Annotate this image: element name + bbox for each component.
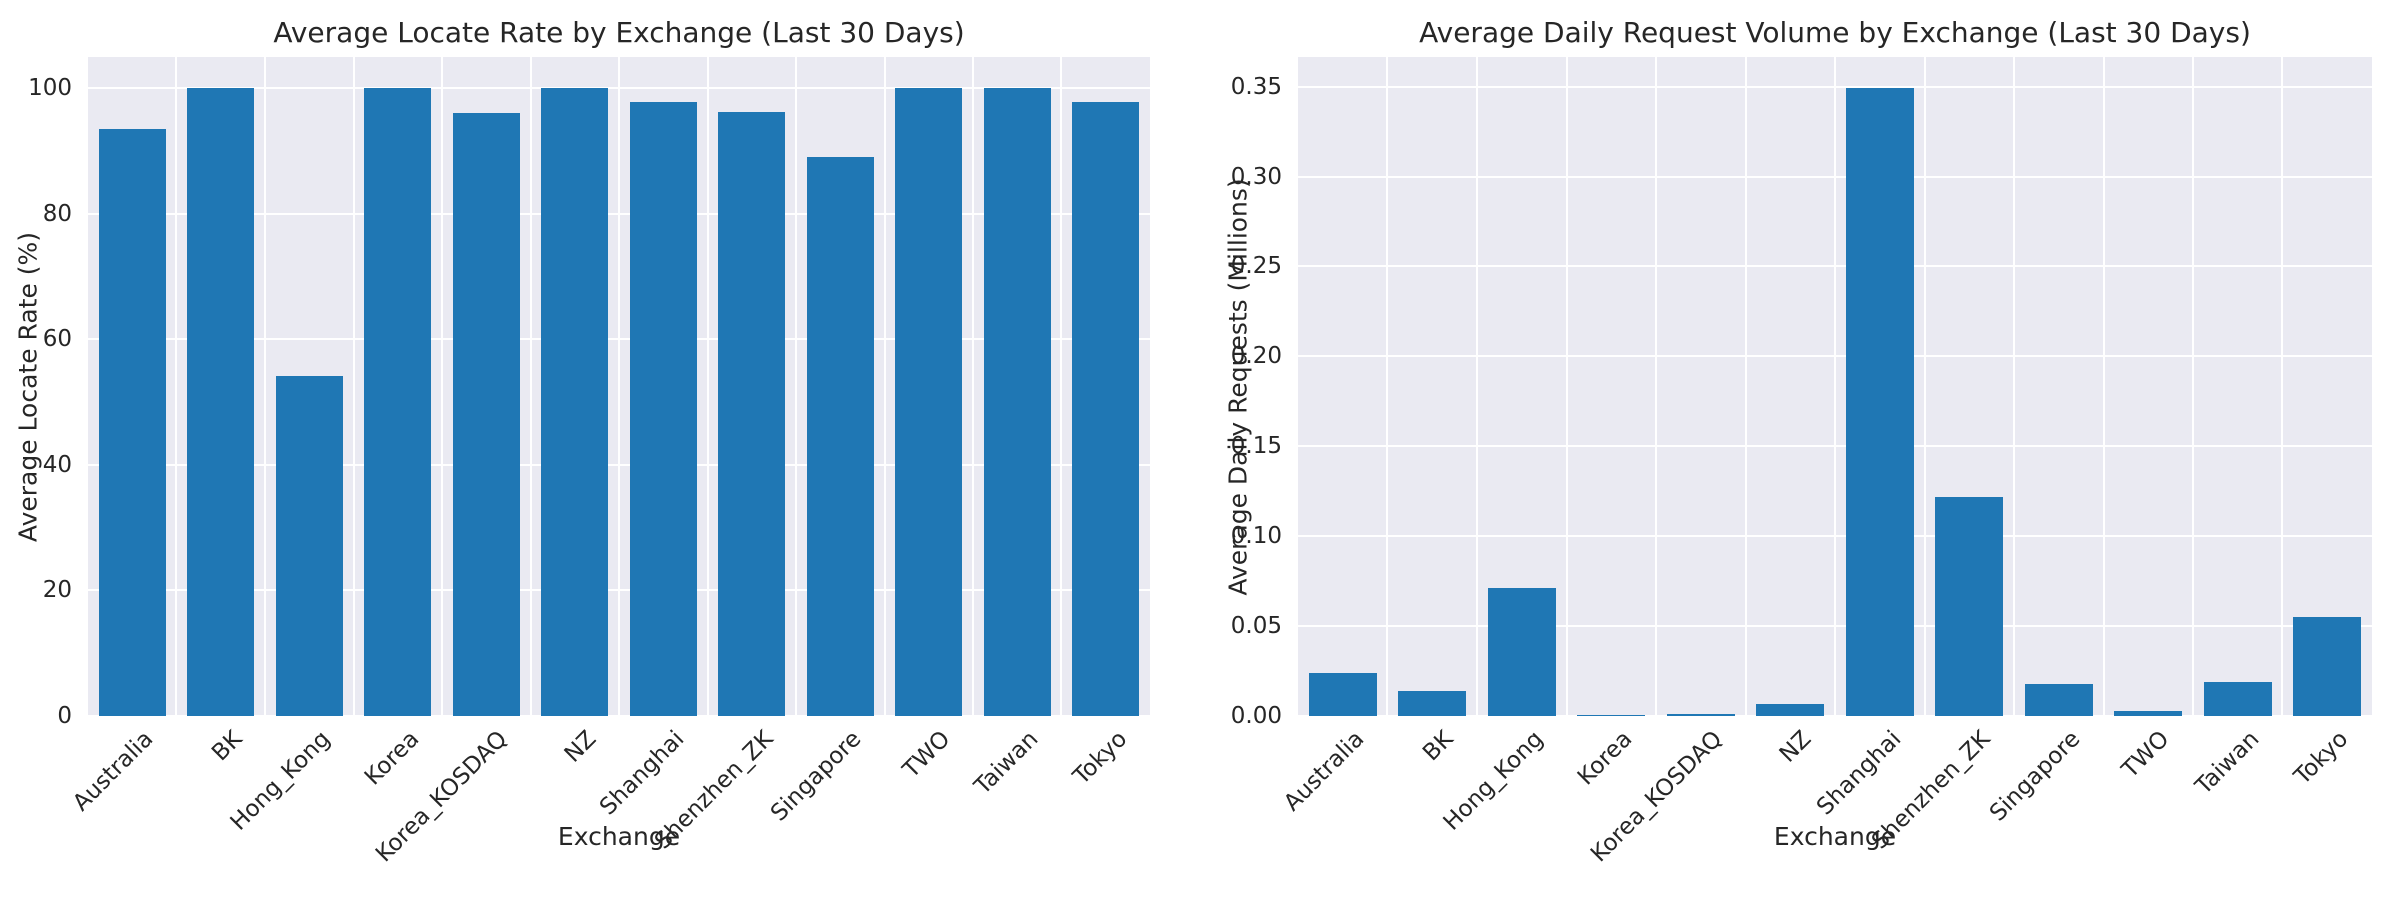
vertical-gridline [1654, 57, 1657, 716]
plot-area: 0.00 0.05 0.10 0.15 0.20 0.25 0.30 0.35 Australi… [1231, 57, 2372, 867]
bar-Korea_KOSDAQ [452, 112, 520, 716]
y-tick-label: 0.20 [1230, 343, 1282, 370]
x-tick-label: Singapore [1984, 726, 2086, 827]
bar-Shenzhen_ZK [718, 111, 786, 716]
vertical-gridline [1744, 57, 1747, 716]
bar-NZ [1756, 704, 1825, 716]
y-tick-label: 0.30 [1230, 163, 1282, 190]
bar-TWO [895, 88, 963, 716]
y-tick-label: 0.35 [1230, 73, 1282, 100]
y-tick-label: 0.25 [1230, 253, 1282, 280]
vertical-gridline [618, 57, 620, 716]
vertical-gridline [529, 57, 532, 716]
horizontal-gridline [1298, 715, 2372, 717]
vertical-gridline [1386, 57, 1389, 716]
vertical-gridline [2192, 57, 2194, 716]
bar-Taiwan [2203, 681, 2272, 716]
y-tick-label: 0 [57, 703, 72, 729]
x-tick-label: Tokyo [2289, 726, 2354, 790]
bar-Australia [1308, 672, 1377, 716]
y-tick-label: 40 [42, 451, 72, 478]
vertical-gridline [1565, 57, 1568, 716]
bar-Singapore [806, 157, 874, 716]
bar-BK [187, 88, 255, 716]
vertical-gridline [972, 57, 974, 716]
y-tick-label: 0.15 [1230, 433, 1282, 460]
x-tick-label: TWO [2117, 726, 2175, 784]
bar-Korea [1577, 714, 1646, 716]
vertical-gridline [706, 57, 709, 716]
vertical-gridline [1834, 57, 1836, 716]
bar-BK [1398, 690, 1467, 716]
x-axis-label: Exchange [1773, 822, 1897, 851]
x-tick-label: NZ [1774, 726, 1817, 768]
y-tick-label: 0.05 [1230, 613, 1282, 640]
bar-Shenzhen_ZK [1935, 496, 2004, 716]
y-tick-label: 80 [42, 200, 72, 227]
bar-Shanghai [629, 101, 697, 716]
bar-Tokyo [1072, 101, 1140, 716]
y-tick-label: 60 [42, 326, 72, 353]
y-tick-label: 100 [28, 75, 72, 102]
y-tick-label: 20 [42, 577, 72, 604]
bar-Korea [364, 88, 432, 716]
x-tick-label: Korea [1573, 726, 1638, 791]
bar-Hong_Kong [1487, 588, 1556, 716]
bar-Korea_KOSDAQ [1666, 713, 1735, 716]
vertical-gridline [440, 57, 443, 716]
vertical-gridline [794, 57, 797, 716]
x-tick-label: BK [1418, 726, 1459, 767]
horizontal-gridline [88, 715, 1150, 717]
chart-title: Average Locate Rate by Exchange (Last 30… [273, 16, 965, 49]
bar-Taiwan [983, 88, 1051, 716]
plot-area: 0 20 40 60 80 100 Australia BK Hong_Kong Korea Kor… [28, 57, 1150, 867]
vertical-gridline [883, 57, 886, 716]
x-tick-label: Australia [1278, 726, 1370, 817]
vertical-gridline [263, 57, 266, 716]
vertical-gridline [1923, 57, 1926, 716]
x-tick-label: Shanghai [1811, 726, 1907, 821]
vertical-gridline [1475, 57, 1478, 716]
bar-Hong_Kong [275, 375, 343, 716]
vertical-gridline [2102, 57, 2105, 716]
x-axis-label: Exchange [557, 822, 681, 851]
y-tick-label: 0.10 [1230, 523, 1282, 550]
bar-NZ [541, 88, 609, 716]
chart-title: Average Daily Request Volume by Exchange… [1419, 16, 2251, 49]
vertical-gridline [2012, 57, 2015, 716]
bar-Singapore [2024, 683, 2093, 716]
bar-Australia [98, 129, 166, 716]
vertical-gridline [1060, 57, 1063, 716]
y-tick-label: 0.00 [1230, 703, 1282, 729]
vertical-gridline [175, 57, 178, 716]
bar-Shanghai [1845, 88, 1914, 716]
x-tick-label: Taiwan [2190, 726, 2265, 800]
bar-Tokyo [2293, 617, 2362, 716]
bar-TWO [2114, 710, 2183, 716]
vertical-gridline [352, 57, 355, 716]
vertical-gridline [2281, 57, 2284, 716]
